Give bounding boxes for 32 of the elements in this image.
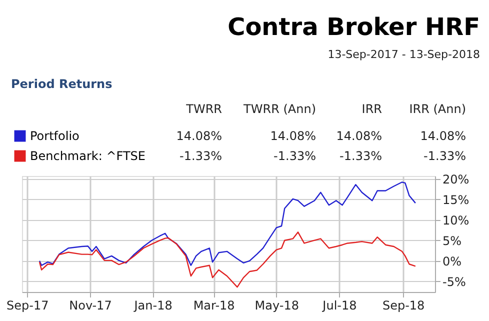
x-tick-label: Jan-18 [133,298,172,312]
y-tick-label: 20% [442,172,470,186]
chart-subtitle: 13-Sep-2017 - 13-Sep-2018 [328,48,480,61]
text: 14.08% [336,129,382,143]
x-tick-label: May-18 [254,298,299,312]
text: TWRR [185,102,222,116]
text: -1.33% [424,149,466,163]
line-series [38,182,416,266]
legend-label: Benchmark: ^FTSE [30,149,146,163]
y-tick-label: 5% [442,234,462,248]
y-tick-label: 0% [442,254,462,268]
x-tick-label: Jul-18 [322,298,357,312]
y-tick-label: 10% [442,213,470,228]
text: -1.33% [180,149,222,163]
chart-title: Contra Broker HRF [228,13,480,41]
y-tick-label: -5% [442,274,466,289]
x-tick-label: Mar-18 [193,298,235,312]
text: -1.33% [274,149,316,163]
legend-label: Portfolio [30,129,80,143]
x-tick-label: Sep-18 [382,298,425,312]
text: IRR [362,102,382,116]
line-series [38,232,416,288]
text: -1.33% [340,149,382,163]
x-tick-label: Sep-17 [6,298,49,312]
y-tick-label: 15% [442,192,470,207]
text: 14.08% [420,129,466,143]
text: 14.08% [176,129,222,143]
text: IRR (Ann) [409,102,466,116]
text: 14.08% [270,129,316,143]
text: TWRR (Ann) [242,102,316,116]
x-tick-label: Nov-17 [69,298,112,312]
text: Period Returns [11,77,112,91]
